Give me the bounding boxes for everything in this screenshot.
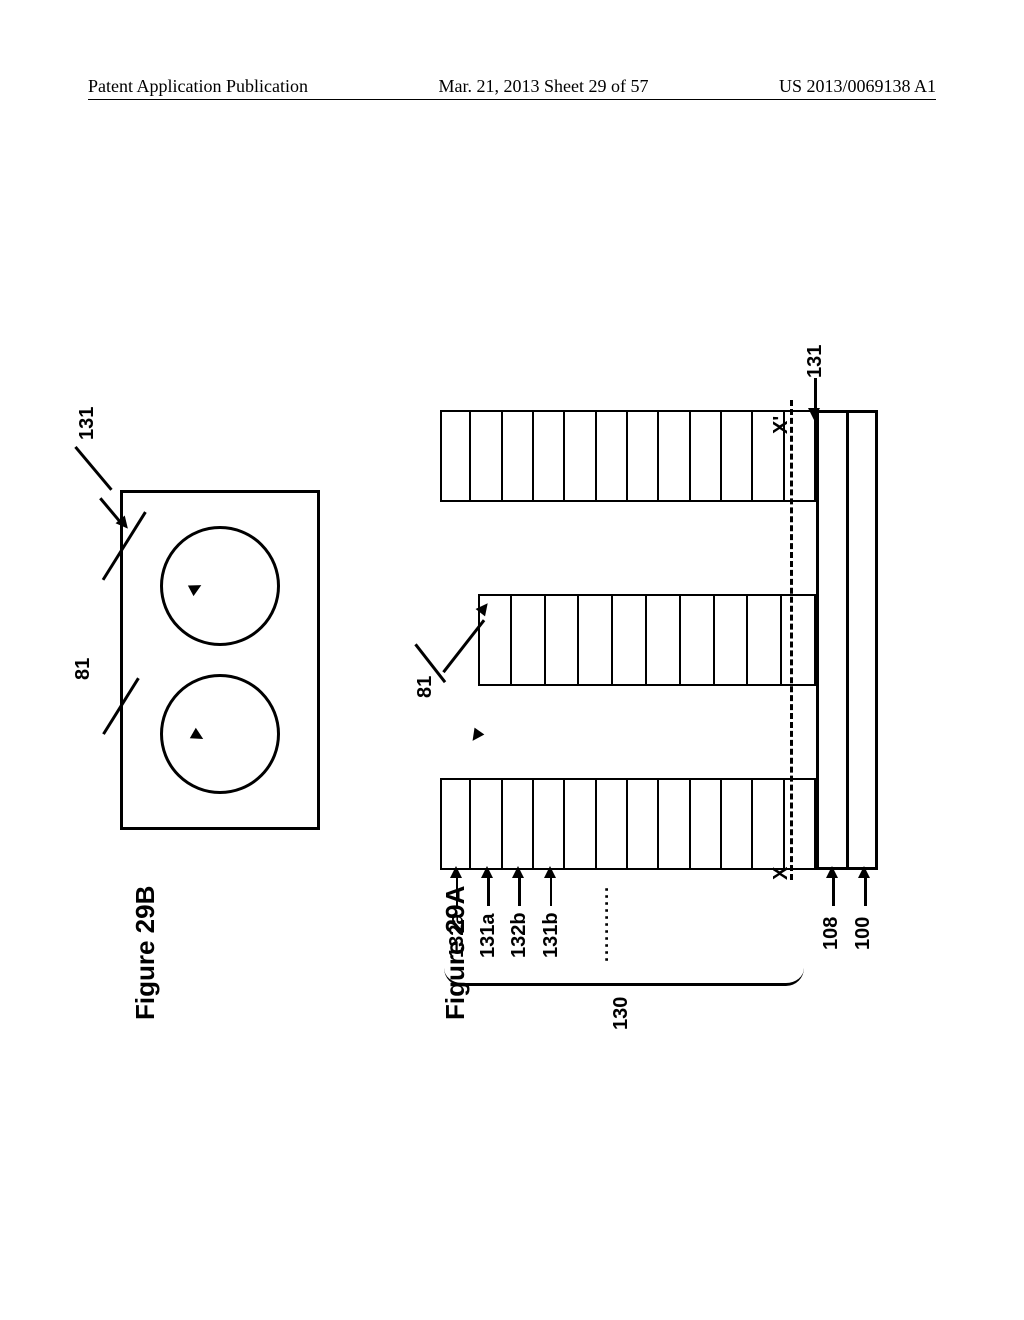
stack-layer	[597, 778, 628, 870]
arrowhead-131-bottom-icon	[808, 408, 820, 420]
stack-layer	[659, 410, 690, 502]
label-132a: 132a	[446, 914, 469, 959]
ellipsis-dots: ...........	[592, 885, 613, 962]
pillar-right	[440, 410, 816, 502]
section-line-xx	[790, 400, 793, 880]
stack-layer	[546, 594, 580, 686]
fig29b-hole-81-right	[160, 526, 280, 646]
brace-130	[444, 968, 804, 986]
stack-layer	[613, 594, 647, 686]
layer-100	[846, 410, 878, 870]
stack-layer	[534, 410, 565, 502]
label-131-top: 131	[76, 407, 99, 440]
leader-131-bottom	[814, 378, 817, 408]
fig29b-hole-81-left	[160, 674, 280, 794]
pillar-middle	[478, 594, 816, 686]
stack-layer	[691, 778, 722, 870]
label-108: 108	[820, 917, 843, 950]
stack-layer	[681, 594, 715, 686]
stack-layer	[534, 778, 565, 870]
arrowhead-108-icon	[826, 866, 838, 878]
leader-131a	[487, 876, 490, 906]
stack-layer	[440, 410, 471, 502]
figure-29b-title: Figure 29B	[130, 886, 161, 1020]
figure-stage: Figure 29B 81 131 Figure 29A	[90, 260, 930, 1160]
stack-layer	[597, 410, 628, 502]
label-81-mid: 81	[414, 676, 437, 698]
leader-131b	[550, 876, 553, 906]
stack-layer	[715, 594, 749, 686]
stack-layer	[628, 410, 659, 502]
label-130: 130	[610, 997, 633, 1030]
arrowhead-132a-icon	[450, 866, 462, 878]
figure-29a: X X' 81 131 132a131a132b131b ...........…	[420, 410, 880, 870]
stack-layer	[565, 410, 596, 502]
stack-layer	[471, 778, 502, 870]
stack-layer	[503, 778, 534, 870]
arrowhead-81-mid-left-icon	[468, 728, 485, 745]
header-center: Mar. 21, 2013 Sheet 29 of 57	[438, 76, 648, 97]
leader-100	[864, 876, 867, 906]
label-132b: 132b	[508, 912, 531, 958]
stack-layer	[722, 410, 753, 502]
arrowhead-100-icon	[858, 866, 870, 878]
rotated-drawing: Figure 29B 81 131 Figure 29A	[120, 390, 900, 1030]
arrowhead-131b-icon	[544, 866, 556, 878]
stack-layer	[628, 778, 659, 870]
stack-layer	[748, 594, 782, 686]
header-left: Patent Application Publication	[88, 76, 308, 97]
pillar-left	[440, 778, 816, 870]
stack-layer	[503, 410, 534, 502]
stack-layer	[565, 778, 596, 870]
leader-108	[832, 876, 835, 906]
label-131-bottom: 131	[804, 345, 827, 378]
arrowhead-131a-icon	[481, 866, 493, 878]
leader-132b	[518, 876, 521, 906]
stack-layer	[579, 594, 613, 686]
header-right: US 2013/0069138 A1	[779, 76, 936, 97]
arrowhead-132b-icon	[512, 866, 524, 878]
figure-29b: 81 131	[120, 490, 320, 830]
stack-layer	[722, 778, 753, 870]
stack-layer	[753, 778, 784, 870]
label-x-right: X'	[770, 416, 793, 434]
stack-layer	[440, 778, 471, 870]
leader-132a	[456, 876, 459, 906]
label-131a: 131a	[477, 914, 500, 959]
page-header: Patent Application Publication Mar. 21, …	[88, 76, 936, 104]
label-81-top: 81	[72, 658, 95, 680]
stack-layer	[659, 778, 690, 870]
label-131b: 131b	[540, 912, 563, 958]
stack-layer	[691, 410, 722, 502]
stack-layer	[647, 594, 681, 686]
stack-layer	[512, 594, 546, 686]
stack-layer	[782, 594, 816, 686]
label-x-left: X	[770, 867, 793, 880]
stack-layer	[471, 410, 502, 502]
layer-108	[816, 410, 846, 870]
label-100: 100	[852, 917, 875, 950]
leader-131-top	[74, 446, 112, 491]
